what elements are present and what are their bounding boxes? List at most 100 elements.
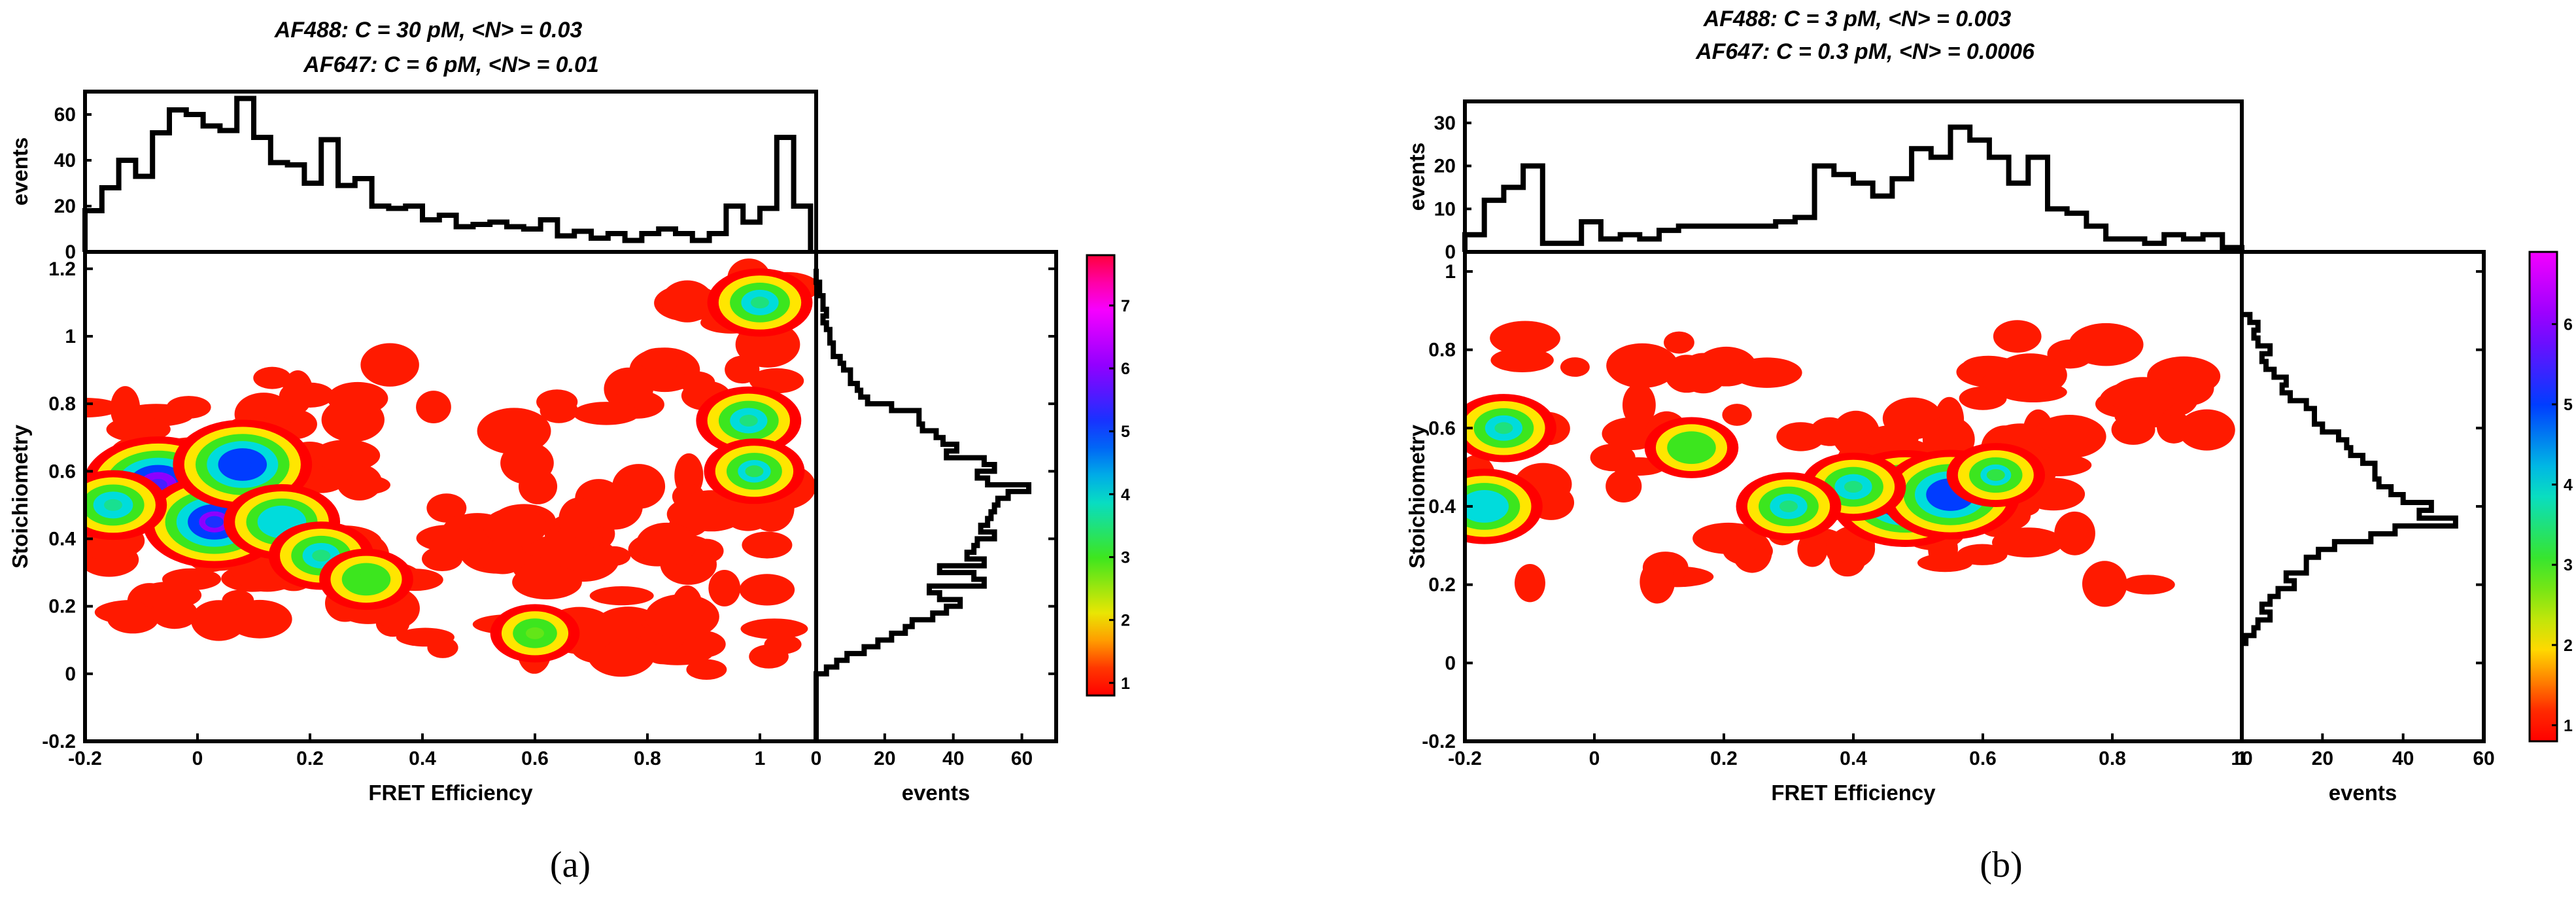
- y-tick-label: 0.4: [48, 528, 76, 550]
- colorbar-tick-label: 5: [2564, 396, 2573, 414]
- colorbar-tick-label: 3: [2564, 556, 2573, 574]
- y-tick-label: 0.2: [48, 596, 76, 618]
- density-speck: [749, 368, 804, 394]
- density-speck: [1962, 355, 2015, 376]
- density-speck: [416, 391, 451, 424]
- x-axis-label: FRET Efficiency: [1771, 781, 1936, 805]
- y-tick-label: 0.8: [48, 393, 76, 415]
- side-histogram-frame: [2240, 250, 2486, 743]
- density-speck: [427, 637, 458, 658]
- top-hist-ylabel: events: [1405, 143, 1429, 211]
- top-hist-tick-label: 30: [1434, 113, 1456, 134]
- density-speck: [500, 442, 554, 485]
- density-speck: [416, 525, 482, 552]
- density-speck: [573, 402, 640, 425]
- density-speck: [1606, 470, 1642, 503]
- density-peak: [312, 550, 331, 562]
- density-peak: [357, 573, 375, 586]
- y-tick-label: 0: [65, 663, 76, 685]
- panel-a: AF488: C = 30 pM, <N> = 0.03 AF647: C = 6…: [8, 18, 1130, 885]
- density-peak: [1682, 442, 1701, 454]
- top-hist-tick-label: 0: [65, 241, 76, 263]
- x-tick-label: 0.2: [296, 748, 324, 769]
- colorbar-tick-label: 1: [2564, 716, 2573, 735]
- colorbar-tick-label: 2: [1121, 612, 1130, 630]
- density-speck: [137, 581, 202, 609]
- density-speck: [638, 347, 681, 372]
- density-speck: [1732, 357, 1802, 388]
- x-tick-label: 0.4: [409, 748, 436, 769]
- colorbar-tick-label: 5: [1121, 423, 1130, 441]
- colorbar-tick-label: 4: [1121, 485, 1130, 504]
- density-speck: [1722, 404, 1752, 426]
- x-tick-label: -0.2: [1448, 748, 1482, 769]
- colorbar-tick-label: 6: [2564, 315, 2573, 334]
- x-tick-label: 0.8: [2099, 748, 2126, 769]
- heatmap-density: [1465, 320, 2235, 607]
- y-axis-label: Stoichiometry: [1405, 424, 1429, 569]
- density-speck: [2111, 414, 2155, 445]
- panel-b: AF488: C = 3 pM, <N> = 0.003 AF647: C = 0…: [1405, 7, 2573, 885]
- y-axis-label: Stoichiometry: [8, 424, 32, 569]
- density-speck: [478, 540, 527, 574]
- side-hist-tick-label: 40: [2392, 748, 2414, 769]
- colorbar: [1086, 254, 1116, 697]
- density-speck: [2178, 409, 2235, 451]
- colorbar-tick-label: 6: [1121, 360, 1130, 378]
- density-speck: [739, 574, 795, 606]
- density-speck: [522, 535, 594, 559]
- x-tick-label: 1: [2237, 748, 2248, 769]
- y-tick-label: 0: [1445, 652, 1456, 674]
- density-speck: [615, 637, 651, 674]
- density-speck: [1664, 355, 1709, 393]
- top-hist-tick-label: 20: [1434, 156, 1456, 177]
- density-peak: [1844, 481, 1863, 493]
- density-speck: [1606, 343, 1679, 389]
- colorbar: [2528, 251, 2558, 743]
- side-histogram: [814, 268, 1032, 741]
- density-peak: [745, 465, 764, 478]
- y-tick-label: 0.6: [48, 461, 76, 482]
- density-speck: [107, 604, 159, 634]
- y-tick-label: 1: [65, 326, 76, 347]
- side-hist-tick-label: 0: [811, 748, 822, 769]
- x-tick-label: 0: [1589, 748, 1600, 769]
- density-speck: [327, 381, 388, 415]
- colorbar-tick-label: 4: [2564, 476, 2573, 495]
- density-speck: [253, 366, 292, 389]
- density-speck: [1490, 347, 1554, 373]
- density-speck: [587, 483, 643, 530]
- density-speck: [1490, 321, 1560, 356]
- y-tick-label: -0.2: [1422, 731, 1456, 752]
- y-tick-label: 1: [1445, 261, 1456, 283]
- top-histogram: [82, 96, 814, 252]
- density-peak: [1986, 469, 2005, 482]
- density-speck: [764, 635, 802, 654]
- density-speck: [1993, 320, 2042, 353]
- density-speck: [1560, 357, 1590, 377]
- top-hist-tick-label: 60: [54, 104, 76, 126]
- density-peak: [751, 296, 769, 309]
- density-speck: [1640, 560, 1675, 604]
- top-hist-tick-label: 10: [1434, 198, 1456, 220]
- density-speck: [1622, 383, 1656, 427]
- density-speck: [360, 343, 419, 387]
- x-tick-label: -0.2: [68, 748, 102, 769]
- x-axis-label: FRET Efficiency: [368, 781, 533, 805]
- top-hist-ylabel: events: [8, 137, 32, 206]
- density-speck: [1514, 563, 1545, 603]
- chart-title-line-2: AF647: C = 6 pM, <N> = 0.01: [303, 52, 599, 77]
- y-tick-label: 0.4: [1428, 496, 1456, 518]
- side-hist-xlabel: events: [902, 781, 970, 805]
- density-speck: [343, 475, 390, 495]
- top-hist-tick-label: 0: [1445, 241, 1456, 263]
- chart-title-line-2: AF647: C = 0.3 pM, <N> = 0.0006: [1695, 39, 2035, 64]
- side-hist-tick-label: 60: [1011, 748, 1033, 769]
- density-speck: [686, 659, 727, 680]
- density-peak: [273, 516, 291, 528]
- density-peak: [526, 627, 544, 639]
- y-tick-label: -0.2: [42, 731, 76, 752]
- density-speck: [2082, 561, 2127, 607]
- density-speck: [1692, 522, 1764, 554]
